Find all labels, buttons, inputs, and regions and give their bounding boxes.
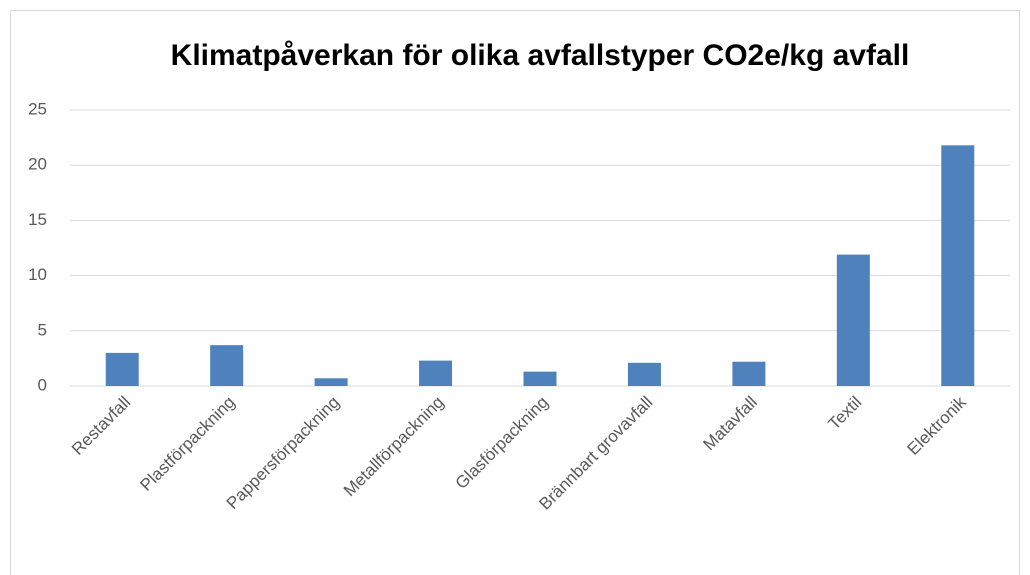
- chart-border: [10, 10, 1020, 575]
- bar: [732, 361, 766, 386]
- x-tick-label: Brännbart grovavfall: [535, 393, 656, 514]
- y-tick-label: 25: [28, 99, 47, 118]
- y-tick-label: 5: [38, 320, 47, 339]
- y-tick-label: 0: [38, 375, 47, 394]
- bar: [105, 352, 139, 386]
- bar: [941, 145, 975, 386]
- x-tick-label: Restavfall: [68, 393, 134, 459]
- x-tick-label: Plastförpackning: [136, 393, 238, 495]
- x-tick-label: Pappersförpackning: [223, 393, 343, 513]
- bar: [210, 345, 244, 386]
- x-tick-label: Metallförpackning: [340, 393, 448, 501]
- x-tick-label: Matavfall: [699, 393, 761, 455]
- bar: [836, 254, 870, 386]
- x-tick-label: Glasförpackning: [452, 393, 552, 493]
- bar: [523, 371, 557, 386]
- y-tick-label: 10: [28, 265, 47, 284]
- chart-title: Klimatpåverkan för olika avfallstyper CO…: [171, 39, 910, 72]
- bar: [419, 360, 453, 386]
- y-tick-label: 15: [28, 210, 47, 229]
- y-tick-label: 20: [28, 155, 47, 174]
- x-tick-label: Elektronik: [904, 392, 971, 459]
- bar: [314, 378, 348, 386]
- x-tick-label: Textil: [825, 393, 866, 434]
- bar: [627, 362, 661, 386]
